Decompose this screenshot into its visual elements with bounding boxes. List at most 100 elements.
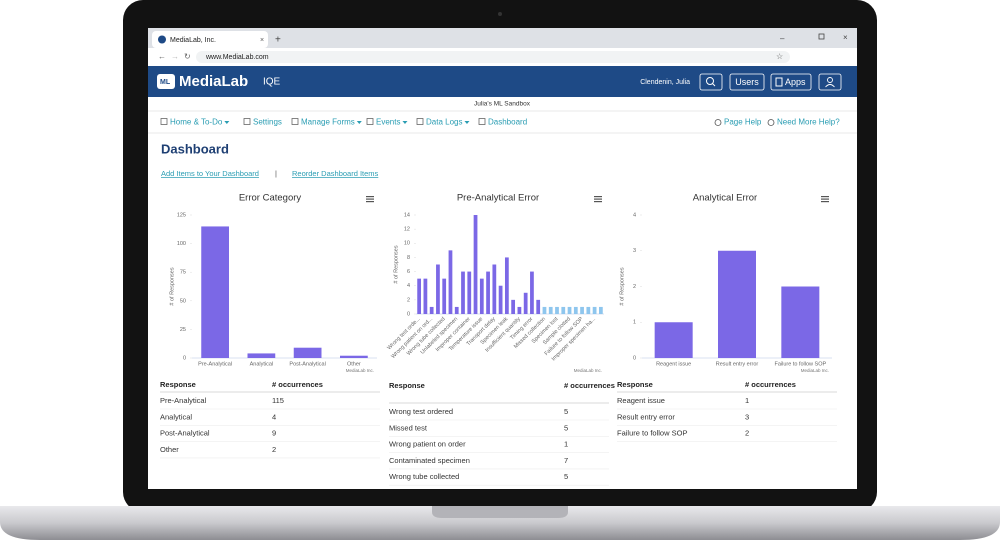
chart-menu-icon (366, 196, 374, 198)
bar[interactable] (523, 292, 528, 314)
user-name: Clendenin, Julia (640, 79, 690, 86)
chart-credit: MediaLab Inc. (346, 368, 374, 373)
search-button[interactable] (699, 73, 723, 91)
table-cell: 1 (564, 440, 568, 449)
bar[interactable] (473, 215, 478, 314)
table-cell: 2 (745, 429, 749, 438)
profile-button[interactable] (818, 73, 842, 91)
add-items-link[interactable]: Add Items to Your Dashboard (161, 169, 259, 178)
address-bar[interactable] (196, 51, 790, 63)
x-tick-label: Other (347, 361, 361, 367)
nav-icon (160, 118, 168, 125)
nav-icon (416, 118, 424, 125)
chart-menu-icon (594, 198, 602, 200)
nav-item[interactable]: Manage Forms (301, 118, 355, 127)
bar[interactable] (504, 257, 509, 314)
window-minimize[interactable]: – (780, 34, 785, 43)
bar[interactable] (417, 278, 422, 314)
bar[interactable] (436, 264, 440, 315)
nav-item[interactable]: Settings (253, 118, 282, 127)
product-name: IQE (263, 77, 281, 88)
window-close[interactable]: × (843, 33, 848, 42)
table-cell: 5 (564, 423, 568, 432)
users-button[interactable] (729, 73, 765, 91)
bar[interactable] (454, 306, 459, 314)
bar[interactable] (293, 347, 322, 358)
bar[interactable] (467, 271, 472, 314)
nav-help[interactable]: Need More Help? (777, 118, 840, 127)
y-tick-label: 14 (404, 212, 410, 218)
table-header: Response (389, 381, 425, 390)
bar[interactable] (548, 306, 553, 314)
chart-menu-icon (366, 201, 374, 203)
back-button[interactable]: ← (158, 52, 166, 61)
bar[interactable] (561, 306, 566, 314)
table-header: Response (160, 380, 196, 389)
table-cell: Result entry error (617, 412, 675, 421)
x-tick-label: Pre-Analytical (198, 361, 232, 367)
users-button-label: Users (735, 77, 759, 87)
bar[interactable] (598, 306, 603, 314)
bar[interactable] (530, 271, 534, 314)
bar[interactable] (423, 278, 428, 314)
tab-strip (148, 28, 857, 48)
bar[interactable] (542, 306, 547, 314)
nav-item[interactable]: Dashboard (488, 118, 527, 127)
apps-button-label: Apps (785, 77, 806, 87)
dropdown-caret (464, 121, 470, 124)
y-tick-label: 3 (633, 248, 636, 254)
reorder-link[interactable]: Reorder Dashboard Items (292, 169, 379, 178)
tab[interactable] (152, 31, 268, 48)
apps-button[interactable] (770, 73, 812, 91)
bar[interactable] (442, 278, 447, 314)
nav-help[interactable]: Page Help (724, 118, 762, 127)
bar[interactable] (247, 353, 276, 358)
bar[interactable] (340, 355, 368, 358)
bar[interactable] (492, 264, 497, 315)
logo-mark: ML (160, 79, 171, 86)
chart-menu-icon (366, 198, 374, 200)
bookmark-star[interactable]: ☆ (776, 52, 783, 61)
x-tick-label: Result entry error (716, 361, 759, 367)
nav-item[interactable]: Home & To-Do (170, 118, 223, 127)
bar[interactable] (201, 226, 229, 358)
bar[interactable] (567, 306, 572, 314)
y-axis-label: # of Responses (393, 245, 399, 283)
tab-close[interactable]: × (260, 37, 264, 44)
new-tab[interactable]: + (275, 35, 281, 46)
apps-icon (775, 77, 783, 87)
search-icon (706, 77, 714, 85)
bar[interactable] (586, 306, 591, 314)
y-tick-label: 10 (404, 241, 410, 247)
laptop-base (0, 506, 1000, 540)
bar[interactable] (555, 306, 559, 314)
bar[interactable] (486, 271, 490, 314)
logo[interactable]: MediaLab (179, 73, 248, 90)
y-tick-label: 2 (633, 284, 636, 290)
bar[interactable] (536, 299, 541, 314)
nav-item[interactable]: Data Logs (426, 118, 462, 127)
bar[interactable] (461, 271, 465, 314)
bar[interactable] (592, 306, 597, 314)
forward-button[interactable]: → (171, 52, 179, 61)
bar[interactable] (429, 306, 434, 314)
bar[interactable] (781, 286, 820, 359)
bar[interactable] (718, 250, 756, 358)
bar[interactable] (517, 306, 522, 314)
bar[interactable] (498, 285, 503, 314)
window-maximize[interactable] (818, 33, 825, 40)
dropdown-caret (356, 121, 362, 124)
chart-menu-icon (821, 201, 829, 203)
chart-menu-icon (594, 196, 602, 198)
reload-button[interactable]: ↻ (184, 52, 191, 61)
logo-icon (157, 74, 175, 89)
bar[interactable] (479, 278, 484, 314)
bar[interactable] (580, 306, 584, 314)
bar[interactable] (511, 299, 516, 314)
bar[interactable] (573, 306, 578, 314)
bar[interactable] (448, 250, 453, 314)
bar[interactable] (654, 322, 693, 358)
nav-item[interactable]: Events (376, 118, 400, 127)
